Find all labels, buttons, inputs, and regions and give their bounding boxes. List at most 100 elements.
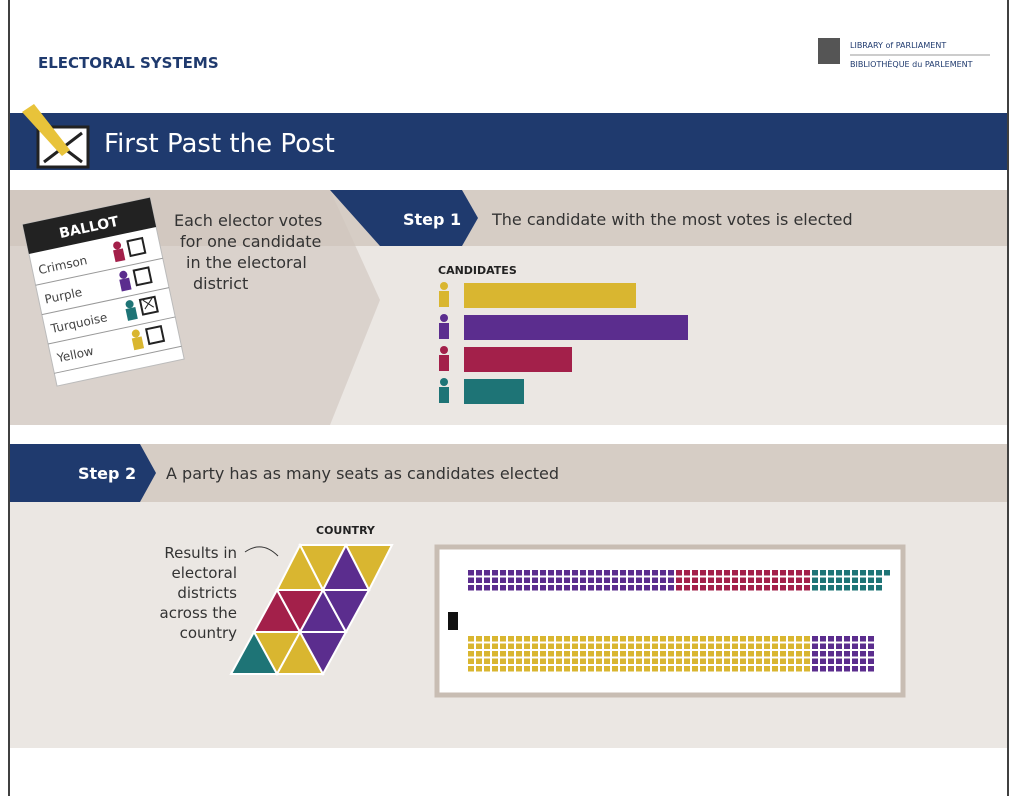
seat bbox=[772, 644, 778, 650]
seat bbox=[716, 659, 722, 665]
seat bbox=[692, 644, 698, 650]
seat bbox=[700, 578, 706, 584]
seat bbox=[796, 578, 802, 584]
seat bbox=[548, 636, 554, 642]
seat bbox=[684, 570, 690, 576]
seat bbox=[756, 644, 762, 650]
seat bbox=[820, 659, 826, 665]
seat bbox=[660, 570, 666, 576]
pawn bbox=[439, 323, 449, 339]
seat bbox=[468, 578, 474, 584]
seat bbox=[844, 644, 850, 650]
seat bbox=[492, 570, 498, 576]
seat bbox=[732, 659, 738, 665]
seat bbox=[508, 585, 514, 591]
seat bbox=[852, 636, 858, 642]
seat bbox=[588, 578, 594, 584]
seat bbox=[772, 659, 778, 665]
seat bbox=[772, 651, 778, 657]
seat bbox=[844, 666, 850, 672]
step2-text: A party has as many seats as candidates … bbox=[166, 464, 559, 483]
seat bbox=[668, 636, 674, 642]
seat bbox=[524, 570, 530, 576]
seat bbox=[836, 585, 842, 591]
seat bbox=[588, 666, 594, 672]
seat bbox=[628, 578, 634, 584]
seat bbox=[524, 644, 530, 650]
seat bbox=[716, 651, 722, 657]
checkbox bbox=[134, 267, 152, 285]
seat bbox=[852, 570, 858, 576]
seat bbox=[748, 644, 754, 650]
seat bbox=[860, 570, 866, 576]
seat bbox=[860, 644, 866, 650]
seat bbox=[484, 570, 490, 576]
seat bbox=[780, 651, 786, 657]
seat bbox=[500, 578, 506, 584]
seat bbox=[636, 578, 642, 584]
seat bbox=[508, 651, 514, 657]
seat bbox=[676, 636, 682, 642]
seat bbox=[860, 636, 866, 642]
seat bbox=[724, 570, 730, 576]
seat bbox=[828, 636, 834, 642]
seat bbox=[668, 578, 674, 584]
seat bbox=[804, 666, 810, 672]
seat bbox=[564, 578, 570, 584]
seat bbox=[868, 578, 874, 584]
seat bbox=[668, 585, 674, 591]
seat bbox=[708, 666, 714, 672]
header-title: ELECTORAL SYSTEMS bbox=[38, 54, 219, 72]
seat bbox=[724, 585, 730, 591]
seat bbox=[596, 585, 602, 591]
seat bbox=[876, 578, 882, 584]
seat bbox=[708, 578, 714, 584]
seat bbox=[524, 578, 530, 584]
seat bbox=[668, 644, 674, 650]
seat bbox=[844, 651, 850, 657]
seat bbox=[620, 644, 626, 650]
seat bbox=[548, 666, 554, 672]
seat bbox=[788, 644, 794, 650]
pawn bbox=[439, 355, 449, 371]
seat bbox=[492, 578, 498, 584]
seat bbox=[748, 636, 754, 642]
step1-label: Step 1 bbox=[403, 210, 461, 229]
seat bbox=[868, 636, 874, 642]
seat bbox=[692, 585, 698, 591]
seat bbox=[764, 651, 770, 657]
seat bbox=[692, 578, 698, 584]
seat bbox=[660, 585, 666, 591]
seat bbox=[724, 578, 730, 584]
seat bbox=[620, 578, 626, 584]
seat bbox=[604, 651, 610, 657]
seat bbox=[660, 636, 666, 642]
seat bbox=[572, 651, 578, 657]
seat bbox=[692, 636, 698, 642]
seat bbox=[796, 636, 802, 642]
seat bbox=[468, 651, 474, 657]
seat bbox=[564, 666, 570, 672]
seat bbox=[860, 651, 866, 657]
seat bbox=[652, 644, 658, 650]
seat bbox=[820, 570, 826, 576]
seat bbox=[580, 585, 586, 591]
parliament bbox=[437, 547, 903, 695]
seat bbox=[588, 585, 594, 591]
pawn bbox=[439, 291, 449, 307]
seat bbox=[524, 585, 530, 591]
seat bbox=[612, 570, 618, 576]
seat bbox=[804, 578, 810, 584]
seat bbox=[572, 585, 578, 591]
seat bbox=[500, 666, 506, 672]
seat bbox=[620, 636, 626, 642]
seat bbox=[508, 644, 514, 650]
seat bbox=[828, 659, 834, 665]
seat bbox=[836, 578, 842, 584]
seat bbox=[644, 636, 650, 642]
seat bbox=[772, 570, 778, 576]
seat bbox=[732, 570, 738, 576]
banner-title: First Past the Post bbox=[104, 129, 335, 159]
seat bbox=[708, 636, 714, 642]
seat bbox=[692, 651, 698, 657]
